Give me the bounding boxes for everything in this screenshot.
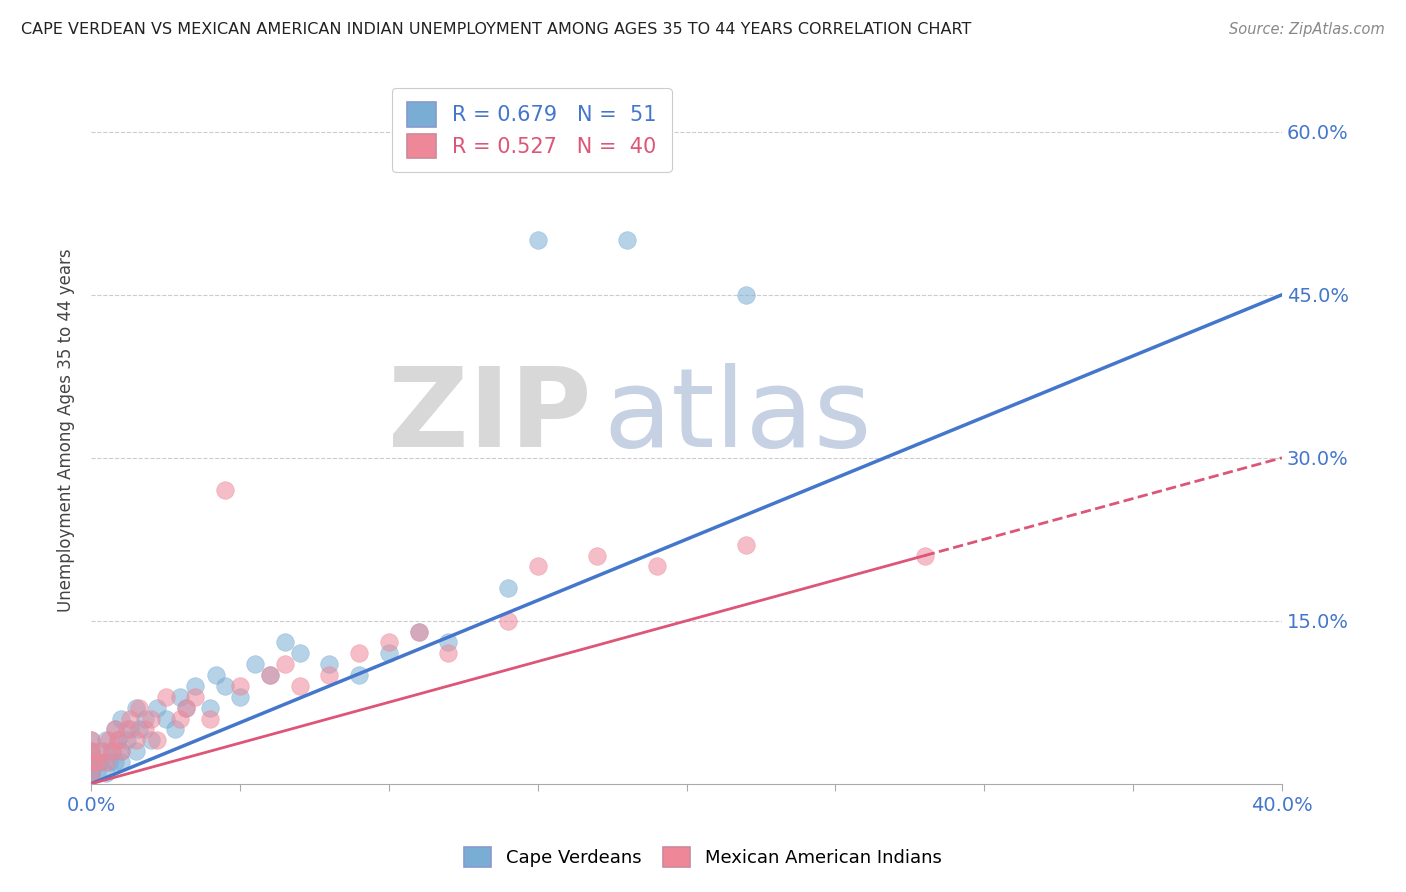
Point <box>408 624 430 639</box>
Point <box>80 733 103 747</box>
Point <box>98 755 121 769</box>
Point <box>104 723 127 737</box>
Y-axis label: Unemployment Among Ages 35 to 44 years: Unemployment Among Ages 35 to 44 years <box>58 249 75 613</box>
Point <box>110 755 132 769</box>
Point <box>89 744 111 758</box>
Point <box>118 712 141 726</box>
Point <box>80 733 103 747</box>
Text: CAPE VERDEAN VS MEXICAN AMERICAN INDIAN UNEMPLOYMENT AMONG AGES 35 TO 44 YEARS C: CAPE VERDEAN VS MEXICAN AMERICAN INDIAN … <box>21 22 972 37</box>
Point <box>86 765 108 780</box>
Point <box>118 723 141 737</box>
Point <box>86 755 108 769</box>
Point <box>273 657 295 672</box>
Point <box>735 287 758 301</box>
Point <box>243 657 266 672</box>
Point <box>110 712 132 726</box>
Point <box>259 668 281 682</box>
Point <box>155 712 177 726</box>
Point <box>735 538 758 552</box>
Point <box>101 744 124 758</box>
Point <box>139 733 162 747</box>
Point <box>273 635 295 649</box>
Point <box>89 755 111 769</box>
Point <box>134 723 156 737</box>
Point <box>526 559 548 574</box>
Point <box>176 700 198 714</box>
Point <box>110 744 132 758</box>
Point <box>94 755 117 769</box>
Point <box>229 679 252 693</box>
Point <box>134 712 156 726</box>
Point <box>94 733 117 747</box>
Point <box>288 679 311 693</box>
Text: Source: ZipAtlas.com: Source: ZipAtlas.com <box>1229 22 1385 37</box>
Point <box>184 690 207 704</box>
Point <box>101 744 124 758</box>
Point <box>86 755 108 769</box>
Point <box>107 733 129 747</box>
Point <box>145 700 167 714</box>
Text: ZIP: ZIP <box>388 363 592 470</box>
Text: atlas: atlas <box>603 363 872 470</box>
Point <box>104 723 127 737</box>
Point <box>229 690 252 704</box>
Point <box>80 755 103 769</box>
Point <box>145 733 167 747</box>
Point <box>80 765 103 780</box>
Point <box>155 690 177 704</box>
Point <box>80 744 103 758</box>
Point <box>80 765 103 780</box>
Point <box>139 712 162 726</box>
Point <box>214 679 236 693</box>
Point <box>128 700 150 714</box>
Point <box>645 559 668 574</box>
Point <box>115 733 138 747</box>
Point <box>98 733 121 747</box>
Point <box>94 765 117 780</box>
Point <box>318 657 340 672</box>
Point <box>176 700 198 714</box>
Point <box>437 646 460 660</box>
Point <box>616 234 638 248</box>
Point <box>163 723 186 737</box>
Point <box>200 712 222 726</box>
Point <box>128 723 150 737</box>
Point <box>318 668 340 682</box>
Point <box>169 690 191 704</box>
Point <box>125 733 148 747</box>
Point <box>347 668 370 682</box>
Point <box>586 549 609 563</box>
Point <box>214 483 236 498</box>
Point <box>80 744 103 758</box>
Point <box>200 700 222 714</box>
Point <box>259 668 281 682</box>
Point <box>115 723 138 737</box>
Point <box>408 624 430 639</box>
Point <box>80 765 103 780</box>
Point <box>347 646 370 660</box>
Point <box>205 668 228 682</box>
Point <box>184 679 207 693</box>
Point <box>437 635 460 649</box>
Point <box>378 635 401 649</box>
Point <box>496 614 519 628</box>
Point <box>288 646 311 660</box>
Point <box>91 744 114 758</box>
Point <box>80 744 103 758</box>
Point <box>110 744 132 758</box>
Legend: Cape Verdeans, Mexican American Indians: Cape Verdeans, Mexican American Indians <box>457 839 949 874</box>
Point <box>80 755 103 769</box>
Point <box>125 700 148 714</box>
Point <box>914 549 936 563</box>
Legend: R = 0.679   N =  51, R = 0.527   N =  40: R = 0.679 N = 51, R = 0.527 N = 40 <box>392 87 672 172</box>
Point <box>80 755 103 769</box>
Point <box>378 646 401 660</box>
Point <box>496 581 519 595</box>
Point <box>104 755 127 769</box>
Point <box>526 234 548 248</box>
Point <box>169 712 191 726</box>
Point <box>107 733 129 747</box>
Point <box>125 744 148 758</box>
